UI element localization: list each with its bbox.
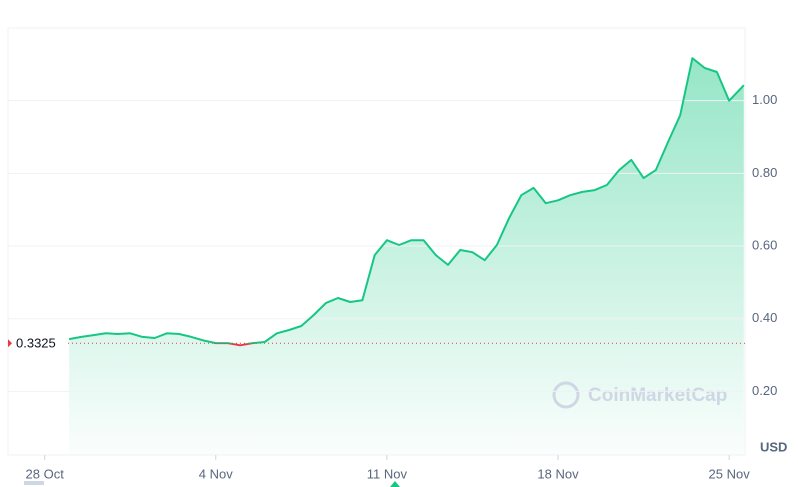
baseline-label: 0.3325 xyxy=(16,336,56,351)
baseline-marker xyxy=(8,339,12,348)
y-tick-label: 0.80 xyxy=(752,165,777,180)
y-tick-label: 0.60 xyxy=(752,237,777,252)
y-tick-label: 1.00 xyxy=(752,92,777,107)
watermark: CoinMarketCap xyxy=(552,381,727,409)
x-tick-label: 28 Oct xyxy=(26,466,65,481)
y-tick-label: 0.20 xyxy=(752,383,777,398)
currency-label: USD xyxy=(760,439,787,454)
x-tick-label: 11 Nov xyxy=(367,466,408,481)
x-tick-label: 18 Nov xyxy=(537,466,579,481)
x-tick-label: 4 Nov xyxy=(199,466,233,481)
price-line xyxy=(68,57,745,347)
marker-icon xyxy=(390,481,400,487)
x-tick-label: 25 Nov xyxy=(709,466,751,481)
baseline-label-bg xyxy=(10,334,66,353)
watermark-text: CoinMarketCap xyxy=(588,385,727,406)
price-area xyxy=(69,58,744,455)
y-tick-label: 0.40 xyxy=(752,310,777,325)
range-handle[interactable] xyxy=(24,481,44,485)
